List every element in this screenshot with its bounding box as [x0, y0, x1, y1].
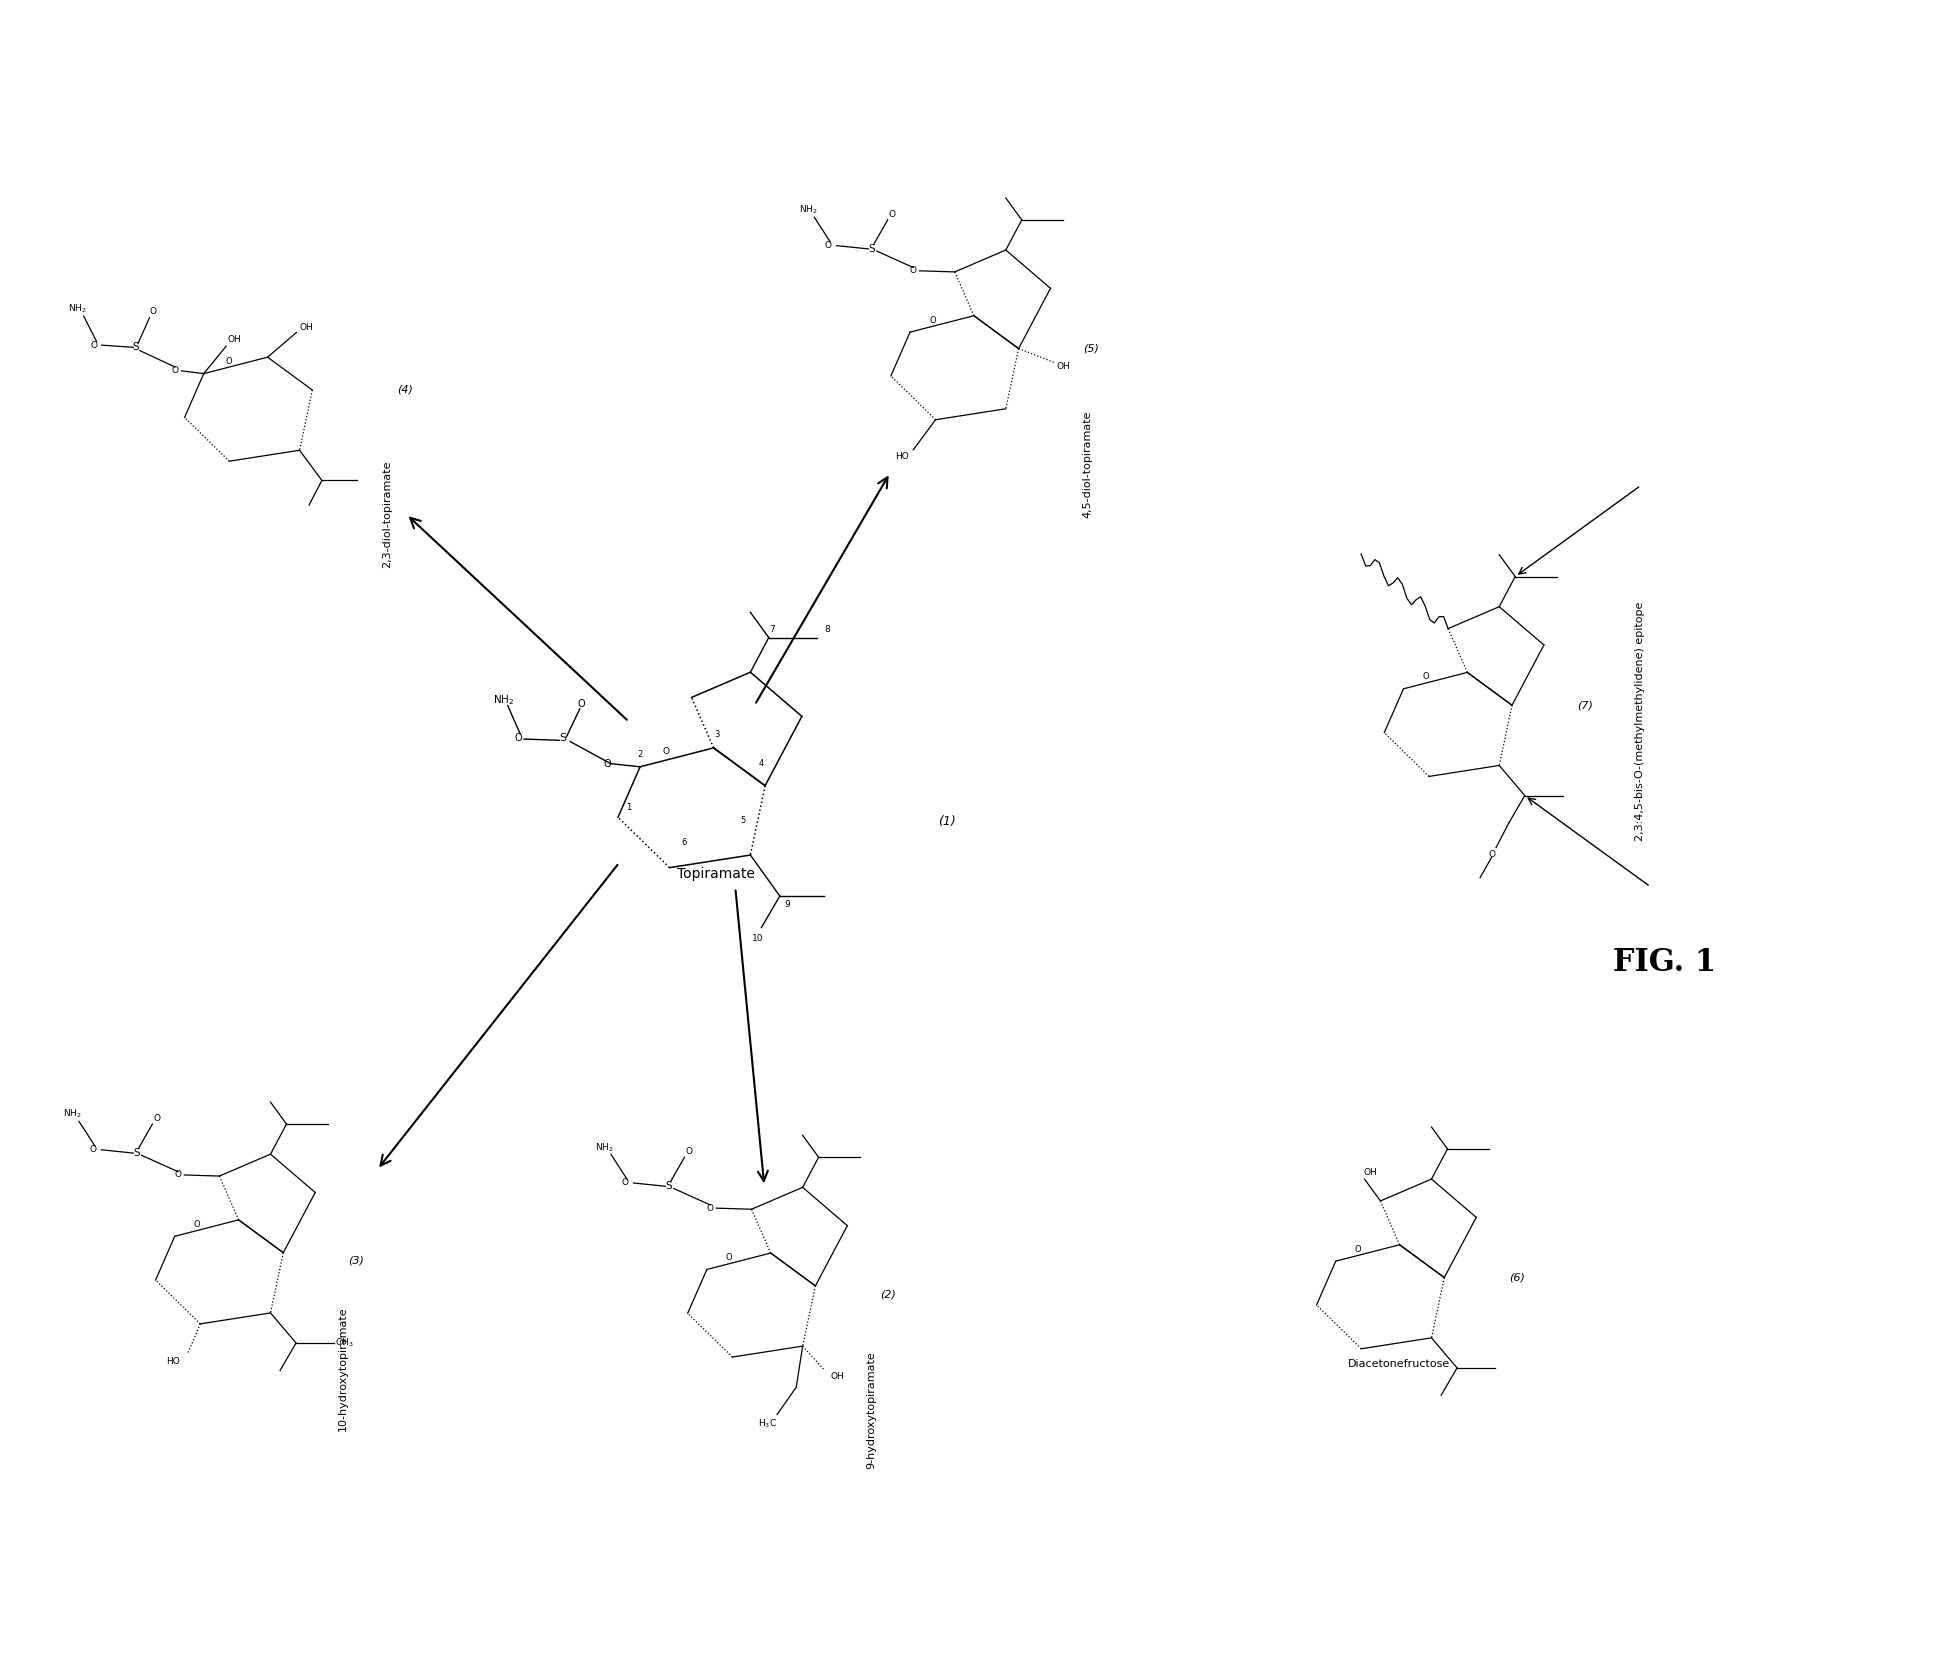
Text: H$_3$C: H$_3$C	[759, 1417, 778, 1430]
Text: O: O	[621, 1178, 629, 1188]
Text: S: S	[134, 1148, 139, 1158]
Text: 7: 7	[770, 625, 776, 634]
Text: 2,3-diol-topiramate: 2,3-diol-topiramate	[381, 461, 393, 567]
Text: O: O	[824, 241, 832, 251]
Text: NH$_2$: NH$_2$	[64, 1108, 81, 1120]
Text: 9-hydroxytopiramate: 9-hydroxytopiramate	[865, 1352, 877, 1468]
Text: 4: 4	[759, 760, 764, 768]
Text: O: O	[515, 733, 522, 743]
Text: 10: 10	[753, 934, 764, 942]
Text: HO: HO	[896, 453, 909, 461]
Text: Topiramate: Topiramate	[677, 868, 755, 881]
Text: FIG. 1: FIG. 1	[1612, 947, 1716, 977]
Text: HO: HO	[166, 1357, 180, 1365]
Text: OH: OH	[1057, 362, 1070, 370]
Text: 3: 3	[714, 730, 720, 738]
Text: 5: 5	[741, 816, 745, 825]
Text: (4): (4)	[397, 385, 412, 395]
Text: O: O	[172, 367, 178, 375]
Text: (1): (1)	[938, 815, 956, 828]
Text: OH: OH	[1364, 1168, 1378, 1176]
Text: O: O	[888, 211, 896, 219]
Text: 2,3:4,5-bis-O-(methylmethylidene) epitope: 2,3:4,5-bis-O-(methylmethylidene) epitop…	[1635, 602, 1645, 841]
Text: O: O	[1488, 849, 1496, 859]
Text: 1: 1	[627, 803, 631, 813]
Text: CH$_3$: CH$_3$	[335, 1337, 354, 1349]
Text: O: O	[706, 1204, 714, 1213]
Text: (6): (6)	[1509, 1272, 1525, 1282]
Text: O: O	[909, 267, 917, 275]
Text: 8: 8	[824, 625, 830, 634]
Text: O: O	[929, 315, 937, 325]
Text: O: O	[1354, 1244, 1362, 1254]
Text: O: O	[174, 1171, 182, 1180]
Text: O: O	[153, 1115, 161, 1123]
Text: O: O	[726, 1253, 733, 1262]
Text: OH: OH	[830, 1372, 846, 1380]
Text: NH$_2$: NH$_2$	[68, 302, 87, 315]
Text: O: O	[226, 357, 232, 367]
Text: O: O	[685, 1148, 693, 1156]
Text: NH$_2$: NH$_2$	[799, 204, 817, 216]
Text: O: O	[577, 698, 584, 708]
Text: S: S	[559, 733, 567, 743]
Text: S: S	[869, 244, 875, 254]
Text: O: O	[1422, 672, 1430, 682]
Text: NH$_2$: NH$_2$	[493, 693, 515, 707]
Text: O: O	[604, 758, 611, 768]
Text: 6: 6	[681, 838, 687, 848]
Text: NH$_2$: NH$_2$	[596, 1141, 613, 1153]
Text: (5): (5)	[1084, 343, 1099, 353]
Text: 10-hydroxytopiramate: 10-hydroxytopiramate	[337, 1306, 348, 1432]
Text: 4,5-diol-topiramate: 4,5-diol-topiramate	[1082, 411, 1093, 518]
Text: (3): (3)	[348, 1256, 364, 1266]
Text: (7): (7)	[1577, 700, 1593, 710]
Text: S: S	[666, 1181, 671, 1191]
Text: O: O	[89, 1145, 97, 1155]
Text: 9: 9	[784, 899, 789, 909]
Text: 2: 2	[637, 750, 642, 758]
Text: O: O	[662, 747, 670, 755]
Text: (2): (2)	[880, 1289, 896, 1299]
Text: O: O	[149, 307, 157, 317]
Text: Diacetonefructose: Diacetonefructose	[1349, 1359, 1449, 1369]
Text: O: O	[194, 1219, 201, 1229]
Text: O: O	[91, 340, 97, 350]
Text: S: S	[132, 342, 139, 352]
Text: OH: OH	[228, 335, 242, 343]
Text: OH: OH	[300, 322, 313, 332]
